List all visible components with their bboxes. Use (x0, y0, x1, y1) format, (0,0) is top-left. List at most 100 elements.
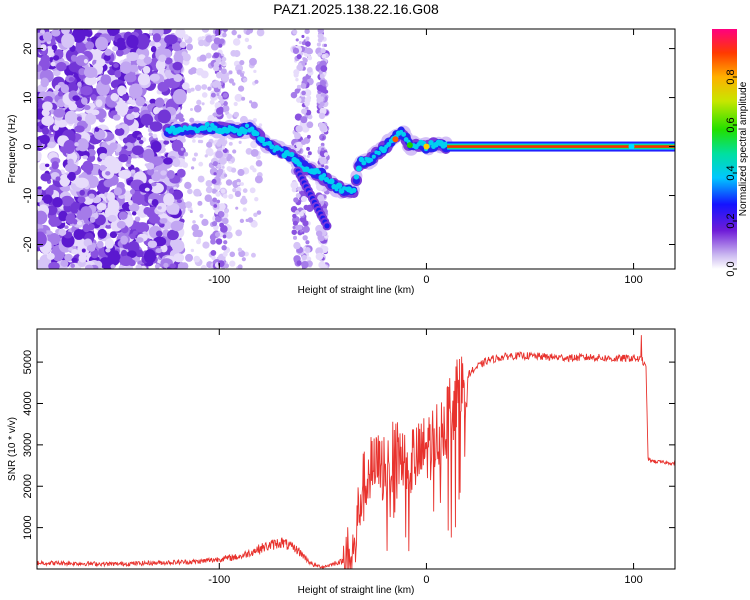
noise-blob (186, 88, 192, 94)
x-tick-label: 0 (423, 274, 429, 286)
noise-blob (110, 264, 116, 269)
noise-blob (240, 72, 245, 78)
noise-blob (221, 104, 230, 113)
y-tick-label: 10 (22, 91, 34, 103)
ridge-blob (334, 187, 339, 192)
noise-blob (80, 97, 88, 105)
noise-blob (234, 190, 242, 198)
noise-blob (171, 239, 185, 253)
noise-blob (37, 187, 43, 196)
noise-blob (241, 257, 246, 262)
noise-blob (307, 48, 314, 55)
noise-blob (170, 88, 175, 94)
noise-blob (232, 149, 237, 154)
noise-blob (66, 83, 79, 93)
noise-blob (294, 113, 303, 121)
snr-xlabel: Height of straight line (km) (298, 585, 415, 596)
noise-blob (149, 29, 154, 34)
noise-blob (197, 200, 203, 206)
colorbar-tick-label: 0.6 (725, 117, 737, 132)
noise-blob (296, 97, 302, 103)
noise-blob (304, 97, 311, 104)
noise-blob (52, 197, 63, 208)
noise-blob (171, 139, 184, 152)
noise-blob (100, 74, 112, 85)
noise-blob (127, 250, 137, 258)
ridge-blob (371, 154, 376, 159)
noise-blob (242, 77, 248, 83)
noise-blob (183, 34, 189, 40)
noise-blob (40, 173, 52, 182)
noise-blob (193, 152, 198, 157)
noise-blob (317, 29, 324, 34)
noise-blob (70, 54, 78, 62)
ridge-blob (361, 160, 367, 166)
noise-blob (295, 193, 301, 199)
y-tick-label: -10 (22, 188, 34, 204)
noise-blob (254, 197, 259, 202)
noise-blob (155, 248, 163, 254)
noise-blob (131, 190, 145, 206)
noise-blob (251, 252, 256, 258)
noise-blob (210, 250, 217, 256)
noise-blob (109, 231, 118, 239)
noise-blob (104, 265, 112, 269)
noise-blob (306, 121, 314, 129)
noise-blob (163, 157, 173, 165)
noise-blob (221, 245, 227, 251)
noise-blob (193, 255, 201, 263)
noise-blob (221, 165, 225, 169)
noise-blob (243, 251, 249, 257)
noise-blob (200, 264, 207, 269)
noise-blob (82, 155, 89, 160)
noise-blob (319, 156, 327, 165)
noise-blob (127, 241, 140, 254)
noise-blob (250, 101, 258, 109)
noise-blob (235, 229, 243, 237)
noise-blob (222, 193, 228, 199)
noise-blob (192, 139, 196, 143)
noise-blob (113, 187, 123, 196)
noise-blob (163, 140, 170, 145)
noise-blob (90, 94, 97, 101)
noise-blob (321, 164, 325, 168)
noise-blob (70, 263, 75, 268)
noise-blob (232, 187, 237, 193)
y-tick-label: -20 (22, 237, 34, 253)
noise-blob (228, 78, 235, 84)
noise-blob (294, 88, 300, 94)
noise-blob (37, 152, 42, 162)
noise-blob (85, 113, 97, 125)
noise-blob (37, 97, 42, 103)
noise-blob (56, 61, 67, 72)
colorbar-gradient (712, 29, 737, 269)
noise-blob (320, 65, 328, 73)
noise-blob (154, 263, 160, 269)
y-tick-label: 4000 (22, 391, 34, 415)
noise-blob (319, 101, 325, 107)
noise-blob (86, 37, 92, 42)
noise-blob (52, 70, 61, 77)
noise-blob (106, 191, 115, 202)
noise-blob (205, 52, 212, 59)
ridge-blob (322, 173, 327, 178)
ridge-blob (376, 150, 381, 156)
noise-blob (53, 108, 66, 118)
noise-blob (39, 134, 50, 145)
noise-blob (236, 181, 241, 186)
noise-blob (64, 163, 78, 173)
noise-blob (295, 125, 303, 133)
noise-blob (233, 111, 240, 118)
noise-blob (128, 203, 140, 212)
noise-blob (149, 73, 160, 82)
ridge-blob (224, 127, 231, 134)
noise-blob (167, 229, 179, 241)
noise-blob (304, 247, 311, 253)
noise-blob (307, 151, 312, 156)
noise-blob (83, 238, 93, 247)
noise-blob (294, 224, 301, 231)
noise-blob (85, 264, 94, 269)
noise-blob (254, 79, 259, 84)
noise-blob (124, 73, 137, 83)
noise-blob (37, 42, 42, 48)
